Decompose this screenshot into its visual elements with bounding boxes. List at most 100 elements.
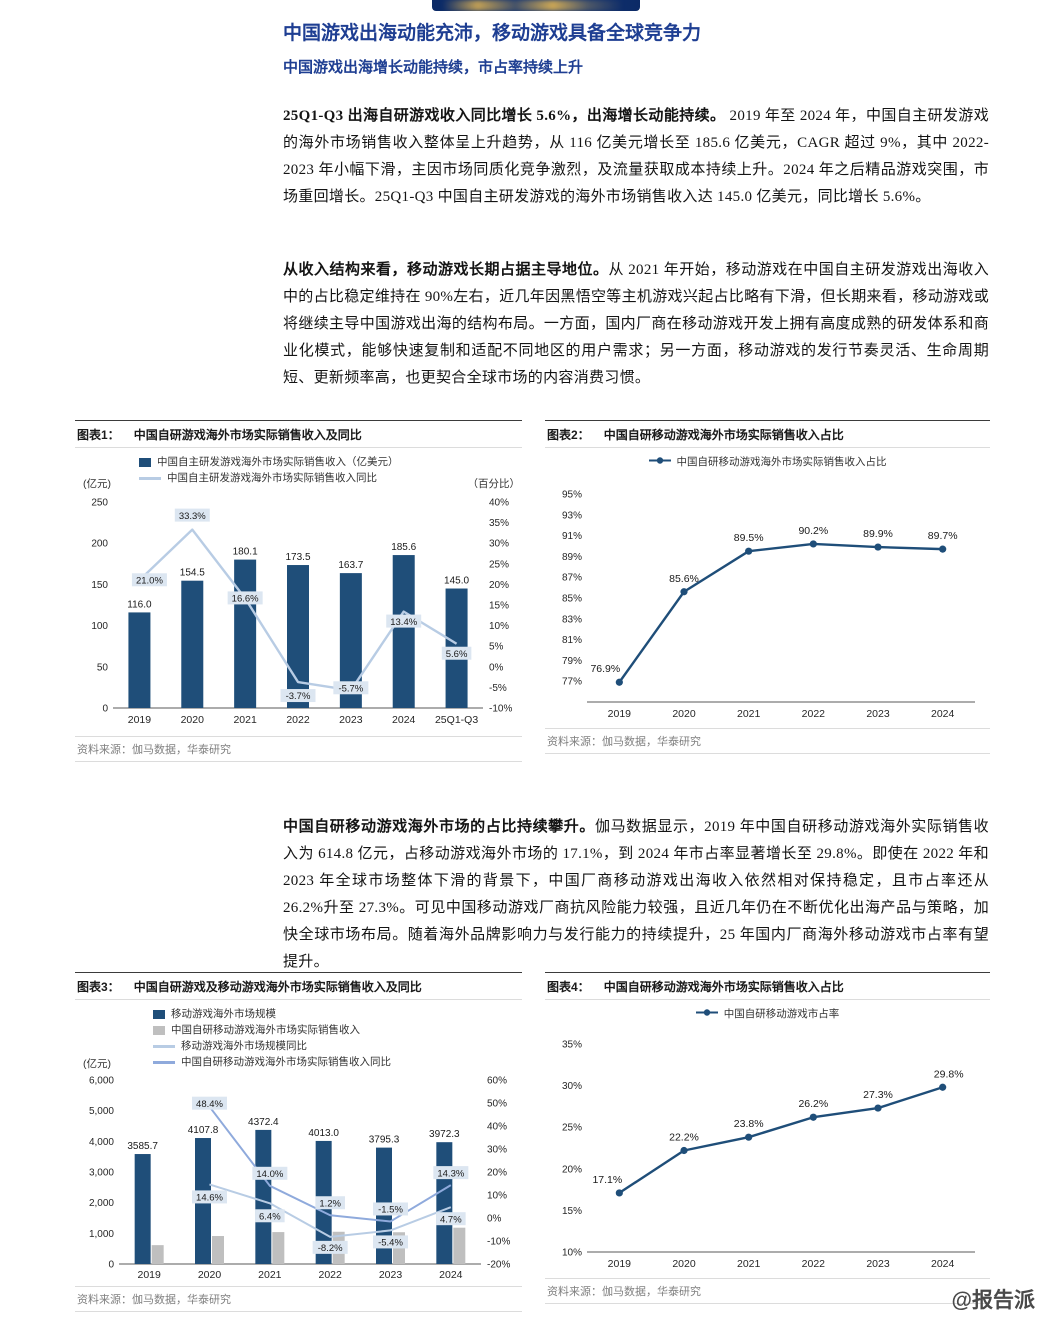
svg-text:150: 150	[91, 580, 108, 591]
svg-text:0%: 0%	[489, 662, 504, 673]
legend-item-label: 中国自主研发游戏海外市场实际销售收入（亿美元）	[157, 456, 399, 468]
svg-text:2023: 2023	[866, 708, 890, 720]
figure-1-block: 图表1： 中国自研游戏海外市场实际销售收入及同比 中国自主研发游戏海外市场实际销…	[75, 420, 522, 762]
paragraph-3-lead: 中国自研移动游戏海外市场的占比持续攀升。	[283, 819, 595, 835]
figure-1-legend: 中国自主研发游戏海外市场实际销售收入（亿美元） 中国自主研发游戏海外市场实际销售收…	[75, 448, 522, 488]
svg-text:-5.7%: -5.7%	[338, 683, 363, 694]
svg-text:2021: 2021	[233, 714, 257, 726]
svg-text:40%: 40%	[487, 1122, 507, 1133]
legend-line-swatch-icon	[648, 456, 671, 469]
legend-item: 移动游戏海外市场规模	[153, 1008, 522, 1021]
svg-text:0: 0	[108, 1260, 114, 1271]
svg-text:163.7: 163.7	[338, 560, 363, 571]
svg-text:60%: 60%	[487, 1076, 507, 1087]
svg-text:21.0%: 21.0%	[136, 575, 163, 586]
svg-text:2023: 2023	[866, 1258, 890, 1270]
svg-text:30%: 30%	[562, 1081, 582, 1092]
svg-text:13.4%: 13.4%	[390, 617, 417, 628]
legend-item-label: 中国自研移动游戏海外市场实际销售收入占比	[676, 456, 887, 468]
svg-text:2022: 2022	[802, 1258, 826, 1270]
figure-1-chart-canvas: 0 50 100 150 200 250 -10% -5% 0% 5% 10% 15% 20% 25% 30…	[91, 498, 512, 727]
svg-text:-5.4%: -5.4%	[378, 1238, 403, 1249]
paragraph-3: 中国自研移动游戏海外市场的占比持续攀升。伽马数据显示，2019 年中国自研移动游…	[283, 814, 989, 976]
figure-3-label: 图表3：	[77, 980, 120, 994]
svg-text:2,000: 2,000	[89, 1198, 114, 1209]
figure-3-source: 资料来源：伽马数据，华泰研究	[75, 1286, 522, 1312]
figure-1-header: 图表1： 中国自研游戏海外市场实际销售收入及同比	[75, 420, 522, 448]
figure-2-chart-canvas: 77% 79% 81% 83% 85% 87% 89% 91% 93% 95% 76.9% 85.6%…	[562, 490, 975, 720]
svg-text:25%: 25%	[562, 1123, 582, 1134]
svg-text:20%: 20%	[489, 580, 509, 591]
svg-text:2024: 2024	[392, 714, 416, 726]
figure-4-block: 图表4： 中国自研移动游戏海外市场实际销售收入占比 中国自研移动游戏市占率 10…	[545, 972, 990, 1304]
svg-text:-1.5%: -1.5%	[378, 1205, 403, 1216]
svg-text:2023: 2023	[339, 714, 363, 726]
figure-3-block: 图表3： 中国自研游戏及移动游戏海外市场实际销售收入及同比 移动游戏海外市场规模…	[75, 972, 522, 1312]
figure-4-chart-canvas: 10% 15% 20% 25% 30% 35% 17.1% 22.2% 23.8% 26.2% 27…	[562, 1040, 975, 1270]
figure-2-legend-area: 中国自研移动游戏海外市场实际销售收入占比	[545, 448, 990, 480]
svg-text:0: 0	[102, 704, 108, 715]
legend-bar-swatch-icon	[153, 1010, 165, 1019]
legend-line-swatch-icon	[695, 1008, 718, 1021]
svg-text:15%: 15%	[562, 1206, 582, 1217]
figure-4-title: 中国自研移动游戏海外市场实际销售收入占比	[603, 980, 844, 994]
svg-text:95%: 95%	[562, 490, 582, 501]
svg-text:79%: 79%	[562, 656, 582, 667]
svg-text:29.8%: 29.8%	[934, 1068, 964, 1080]
figure-4-legend: 中国自研移动游戏市占率	[545, 1000, 990, 1024]
svg-text:2019: 2019	[128, 714, 152, 726]
svg-text:145.0: 145.0	[444, 576, 469, 587]
svg-text:2024: 2024	[439, 1269, 463, 1281]
legend-item: 中国自主研发游戏海外市场实际销售收入同比	[139, 472, 522, 485]
svg-text:100: 100	[91, 621, 108, 632]
legend-item-label: 中国自研移动游戏市占率	[723, 1008, 840, 1020]
svg-text:2022: 2022	[318, 1269, 342, 1281]
figure-3-legend: 移动游戏海外市场规模 中国自研移动游戏海外市场实际销售收入 移动游戏海外市场规模同比…	[75, 1000, 522, 1072]
figure-3-chart-canvas: 0 1,000 2,000 3,000 4,000 5,000 6,000 -20% -10% 0…	[89, 1076, 510, 1282]
svg-text:4.7%: 4.7%	[440, 1214, 462, 1225]
svg-text:3,000: 3,000	[89, 1168, 114, 1179]
legend-line-swatch-icon	[153, 1061, 175, 1064]
svg-text:3795.3: 3795.3	[369, 1135, 400, 1146]
legend-item: 中国自研移动游戏海外市场实际销售收入	[153, 1024, 522, 1037]
figure-1-source: 资料来源：伽马数据，华泰研究	[75, 736, 522, 762]
svg-text:2019: 2019	[608, 1258, 632, 1270]
figure-2-header: 图表2： 中国自研移动游戏海外市场实际销售收入占比	[545, 420, 990, 448]
svg-text:2020: 2020	[181, 714, 205, 726]
svg-text:1,000: 1,000	[89, 1229, 114, 1240]
svg-text:185.6: 185.6	[391, 542, 416, 553]
svg-text:2020: 2020	[672, 708, 696, 720]
svg-text:90.2%: 90.2%	[798, 525, 828, 537]
legend-line-swatch-icon	[153, 1045, 175, 1048]
svg-text:20%: 20%	[487, 1168, 507, 1179]
svg-text:22.2%: 22.2%	[669, 1131, 699, 1143]
svg-text:2021: 2021	[258, 1269, 282, 1281]
svg-text:81%: 81%	[562, 635, 582, 646]
svg-text:4013.0: 4013.0	[308, 1128, 339, 1139]
masthead-banner	[432, 0, 640, 11]
legend-item-label: 中国自研移动游戏海外市场实际销售收入同比	[181, 1056, 391, 1068]
paragraph-1: 25Q1-Q3 出海自研游戏收入同比增长 5.6%，出海增长动能持续。 2019…	[283, 103, 989, 211]
figure-2-label: 图表2：	[547, 428, 590, 442]
svg-text:30%: 30%	[487, 1145, 507, 1156]
paragraph-2-body: 从 2021 年开始，移动游戏在中国自主研发游戏出海收入中的占比稳定维持在 90…	[283, 262, 989, 386]
svg-text:14.6%: 14.6%	[196, 1193, 223, 1204]
svg-text:50%: 50%	[487, 1099, 507, 1110]
svg-text:25Q1-Q3: 25Q1-Q3	[435, 714, 478, 726]
svg-text:250: 250	[91, 498, 108, 509]
figure-2-legend: 中国自研移动游戏海外市场实际销售收入占比	[545, 448, 990, 472]
svg-text:15%: 15%	[489, 601, 509, 612]
svg-text:200: 200	[91, 539, 108, 550]
svg-text:173.5: 173.5	[285, 552, 310, 563]
svg-text:-8.2%: -8.2%	[318, 1243, 343, 1254]
figure-2-block: 图表2： 中国自研移动游戏海外市场实际销售收入占比 中国自研移动游戏海外市场实际…	[545, 420, 990, 754]
svg-text:-5%: -5%	[489, 683, 507, 694]
legend-bar-swatch-icon	[153, 1026, 165, 1035]
svg-text:89.5%: 89.5%	[734, 532, 764, 544]
svg-text:116.0: 116.0	[127, 599, 152, 610]
svg-text:6,000: 6,000	[89, 1076, 114, 1087]
svg-text:0%: 0%	[487, 1214, 502, 1225]
svg-text:87%: 87%	[562, 573, 582, 584]
svg-text:89.9%: 89.9%	[863, 528, 893, 540]
svg-text:5.6%: 5.6%	[446, 649, 468, 660]
